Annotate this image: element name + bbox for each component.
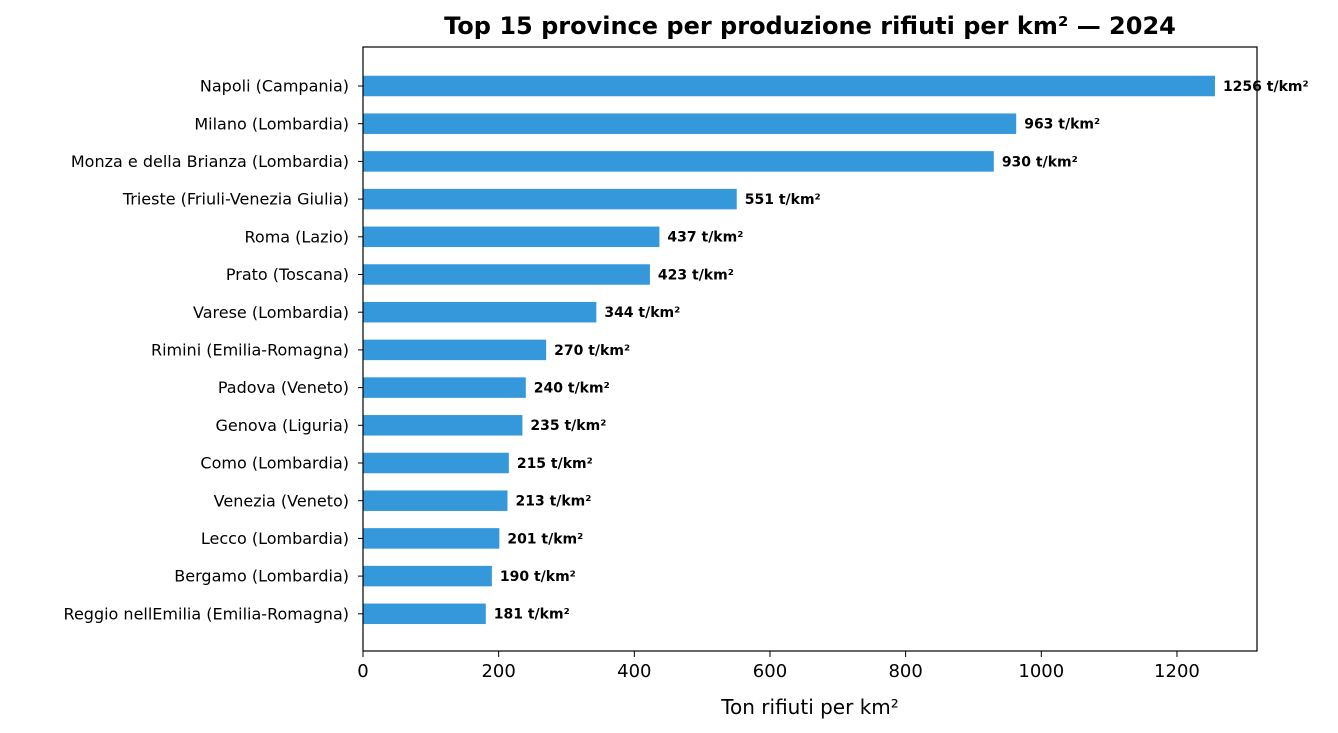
bar <box>363 339 547 361</box>
data-label: 930 t/km² <box>1002 154 1078 170</box>
data-label: 235 t/km² <box>530 418 606 434</box>
y-tick-label: Padova (Veneto) <box>218 378 349 397</box>
x-tick-label: 600 <box>753 661 787 682</box>
x-tick-label: 800 <box>888 661 922 682</box>
bar <box>363 452 509 474</box>
data-label: 344 t/km² <box>604 305 680 321</box>
bar <box>363 113 1017 134</box>
x-tick-label: 400 <box>617 661 651 682</box>
x-axis-label: Ton rifiuti per km² <box>720 695 899 719</box>
bar <box>363 415 523 436</box>
data-label: 963 t/km² <box>1024 117 1100 133</box>
data-label: 551 t/km² <box>745 192 821 208</box>
x-tick-label: 1000 <box>1018 661 1064 682</box>
x-axis: 0 200 400 600 800 1000 1200 <box>357 651 1200 682</box>
bar <box>363 75 1215 97</box>
y-tick-label: Milano (Lombardia) <box>194 114 349 133</box>
bar <box>363 528 500 549</box>
y-tick-label: Venezia (Veneto) <box>214 491 349 510</box>
y-tick-label: Varese (Lombardia) <box>193 303 349 322</box>
x-tick-label: 0 <box>357 661 368 682</box>
bar <box>363 377 526 398</box>
bar <box>363 264 650 285</box>
y-tick-label: Monza e della Brianza (Lombardia) <box>71 152 349 171</box>
x-tick-label: 200 <box>481 661 515 682</box>
data-labels: 1256 t/km² 963 t/km² 930 t/km² 551 t/km² 437… <box>494 79 1309 623</box>
data-label: 190 t/km² <box>500 569 576 585</box>
chart-title: Top 15 province per produzione rifiuti p… <box>444 12 1176 40</box>
data-label: 270 t/km² <box>554 343 630 359</box>
x-tick-label: 1200 <box>1154 661 1200 682</box>
data-label: 423 t/km² <box>658 267 734 283</box>
y-tick-label: Napoli (Campania) <box>200 77 349 96</box>
y-tick-label: Lecco (Lombardia) <box>201 529 349 548</box>
data-label: 240 t/km² <box>534 381 610 397</box>
bars-group <box>363 75 1215 625</box>
plot-frame <box>362 46 1258 652</box>
y-tick-label: Rimini (Emilia-Romagna) <box>151 341 349 360</box>
bar <box>363 603 486 625</box>
y-tick-label: Prato (Toscana) <box>226 265 349 284</box>
y-tick-label: Bergamo (Lombardia) <box>174 567 349 586</box>
y-tick-labels: Napoli (Campania) Milano (Lombardia) Monza… <box>64 77 363 623</box>
data-label: 213 t/km² <box>515 494 591 510</box>
y-tick-label: Como (Lombardia) <box>200 454 349 473</box>
y-tick-label: Trieste (Friuli-Venezia Giulia) <box>122 190 349 209</box>
bar <box>363 301 597 323</box>
bar <box>363 565 492 587</box>
bar <box>363 226 660 248</box>
y-tick-label: Reggio nellEmilia (Emilia-Romagna) <box>64 604 349 623</box>
y-tick-label: Genova (Liguria) <box>216 416 350 435</box>
data-label: 437 t/km² <box>667 230 743 246</box>
data-label: 215 t/km² <box>517 456 593 472</box>
data-label: 201 t/km² <box>507 531 583 547</box>
bar <box>363 490 508 511</box>
bar <box>363 188 737 210</box>
bar <box>363 151 994 172</box>
data-label: 1256 t/km² <box>1223 79 1309 95</box>
y-tick-label: Roma (Lazio) <box>245 227 350 246</box>
data-label: 181 t/km² <box>494 607 570 623</box>
